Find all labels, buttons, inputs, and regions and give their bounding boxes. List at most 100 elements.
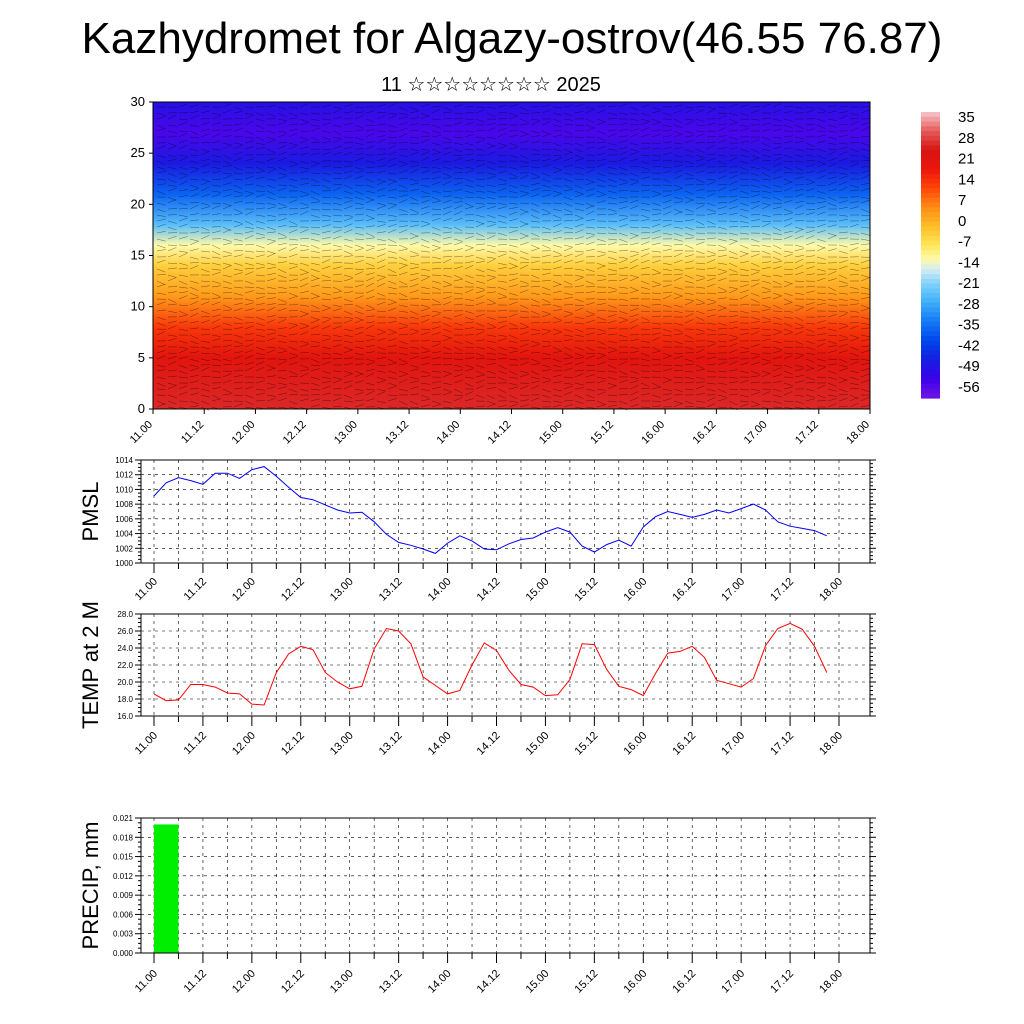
wind-barb bbox=[860, 339, 870, 342]
wind-barb bbox=[552, 309, 562, 312]
wind-barb bbox=[783, 340, 794, 342]
wind-barb bbox=[805, 123, 815, 126]
wind-barb bbox=[508, 376, 518, 379]
wind-barb bbox=[453, 205, 463, 210]
wind-barb bbox=[178, 236, 188, 240]
wind-barb bbox=[750, 194, 760, 198]
wind-barb bbox=[266, 157, 276, 162]
pmsl-ytick-label: 1002 bbox=[115, 544, 133, 553]
section-ytick-label: 5 bbox=[138, 350, 145, 365]
wind-barb bbox=[420, 184, 430, 188]
wind-barb bbox=[750, 388, 760, 391]
wind-barb bbox=[409, 376, 419, 380]
wind-barb bbox=[277, 144, 287, 150]
wind-barb bbox=[717, 244, 727, 249]
wind-barb bbox=[354, 319, 364, 324]
wind-barb bbox=[310, 295, 320, 300]
wind-barb bbox=[860, 182, 870, 186]
wind-barb bbox=[189, 364, 199, 368]
wind-barb bbox=[662, 129, 672, 132]
wind-barb bbox=[629, 274, 639, 278]
wind-barb bbox=[772, 367, 782, 372]
wind-barb bbox=[860, 307, 870, 312]
wind-barb bbox=[156, 112, 166, 116]
wind-barb bbox=[442, 391, 452, 396]
wind-barb bbox=[640, 267, 650, 270]
wind-barb bbox=[816, 118, 826, 123]
wind-barb bbox=[189, 154, 200, 157]
wind-barb bbox=[310, 292, 320, 297]
wind-barb bbox=[739, 332, 749, 336]
wind-barb bbox=[332, 145, 342, 150]
wind-barb bbox=[420, 124, 431, 126]
wind-barb bbox=[310, 398, 320, 402]
wind-barb bbox=[277, 261, 287, 264]
wind-barb bbox=[453, 238, 463, 242]
wind-barb bbox=[849, 387, 860, 390]
wind-barb bbox=[310, 238, 320, 242]
wind-barb bbox=[464, 202, 474, 208]
wind-barb bbox=[552, 219, 562, 222]
wind-barb bbox=[288, 370, 298, 375]
wind-barb bbox=[629, 385, 639, 390]
wind-barb bbox=[266, 148, 276, 154]
wind-barb bbox=[508, 301, 518, 306]
wind-barb bbox=[343, 316, 353, 319]
wind-barb bbox=[794, 355, 804, 360]
wind-barb bbox=[288, 253, 298, 258]
wind-barb bbox=[541, 394, 551, 399]
wind-barb bbox=[200, 148, 210, 153]
wind-barb bbox=[442, 310, 453, 312]
wind-barb bbox=[585, 352, 596, 354]
wind-barb bbox=[640, 259, 650, 264]
wind-barb bbox=[453, 397, 463, 402]
wind-barb bbox=[838, 298, 848, 302]
wind-barb bbox=[651, 142, 662, 144]
wind-barb bbox=[420, 276, 430, 282]
wind-barb bbox=[585, 181, 595, 186]
wind-barb bbox=[431, 357, 441, 360]
wind-barb bbox=[530, 340, 540, 344]
wind-barb bbox=[684, 244, 694, 249]
pmsl-xtick-label: 17.00 bbox=[719, 576, 747, 604]
wind-barb bbox=[376, 194, 386, 198]
wind-barb bbox=[629, 397, 639, 402]
wind-barb bbox=[464, 148, 474, 151]
wind-barb bbox=[497, 376, 507, 381]
wind-barb bbox=[222, 349, 232, 354]
wind-barb bbox=[717, 160, 727, 165]
wind-barb bbox=[486, 220, 496, 223]
wind-barb bbox=[332, 235, 342, 240]
wind-barb bbox=[574, 154, 584, 159]
wind-barb bbox=[321, 304, 331, 309]
wind-barb bbox=[761, 316, 771, 320]
wind-barb bbox=[849, 243, 859, 246]
wind-barb bbox=[332, 339, 342, 342]
wind-barb bbox=[189, 388, 200, 390]
wind-barb bbox=[178, 304, 189, 306]
wind-barb bbox=[629, 286, 639, 291]
wind-barb bbox=[497, 364, 507, 370]
wind-barb bbox=[563, 253, 573, 258]
wind-barb bbox=[299, 310, 309, 315]
wind-barb bbox=[442, 322, 452, 328]
wind-barb bbox=[563, 391, 573, 396]
wind-barb bbox=[662, 388, 672, 392]
wind-barb bbox=[442, 243, 452, 246]
wind-barb bbox=[376, 357, 386, 360]
wind-barb bbox=[277, 351, 287, 354]
wind-barb bbox=[860, 327, 870, 330]
wind-barb bbox=[739, 208, 749, 212]
wind-barb bbox=[607, 184, 617, 188]
wind-barb bbox=[387, 202, 397, 206]
wind-barb bbox=[475, 260, 485, 264]
wind-barb bbox=[596, 152, 606, 156]
wind-barb bbox=[255, 334, 265, 338]
wind-barb bbox=[376, 213, 386, 216]
pmsl-xtick-label: 12.00 bbox=[230, 576, 258, 604]
wind-barb bbox=[805, 266, 815, 270]
wind-barb bbox=[354, 232, 364, 236]
wind-barb bbox=[673, 238, 683, 242]
wind-barb bbox=[519, 210, 529, 216]
wind-barb bbox=[464, 244, 474, 249]
